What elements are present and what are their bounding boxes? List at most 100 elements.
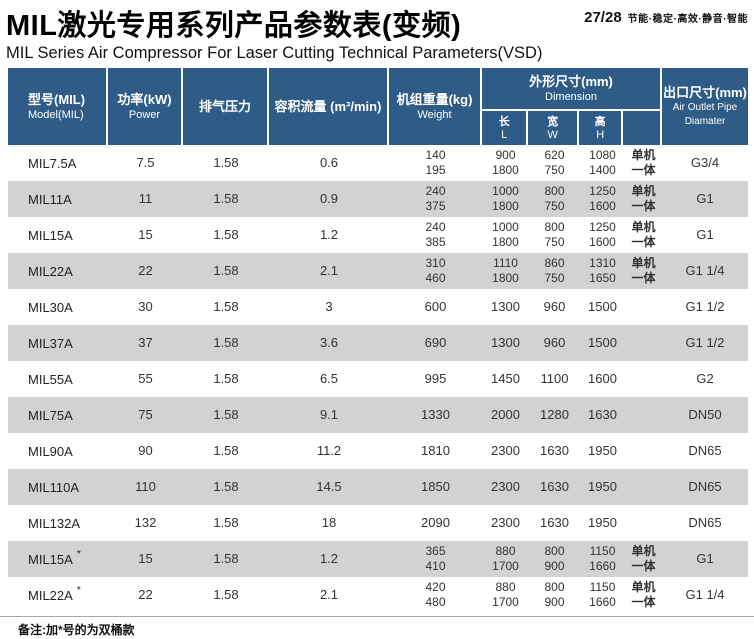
outlet-cell: DN65 (688, 443, 722, 458)
weight-cell: 1330 (421, 407, 450, 422)
weight-cell: 995 (424, 371, 447, 386)
dim-width-cell: 800 750 (544, 184, 565, 213)
dim-height-cell: 1080 1400 (589, 148, 616, 177)
model-cell: MIL30A (28, 299, 73, 315)
unit-type-cell (625, 325, 662, 361)
outlet-cell: DN65 (688, 515, 722, 530)
pressure-cell: 1.58 (213, 587, 239, 602)
header-dimension-en: Dimension (545, 91, 597, 103)
dim-height-cell: 1150 1660 (589, 544, 616, 573)
dim-length-cell: 1300 (491, 335, 520, 350)
header-dim-length: 长 L (482, 111, 529, 145)
outlet-cell: G1 1/4 (685, 587, 725, 602)
table-header-row: 型号(MIL) Model(MIL) 功率(kW) Power 排气压力 容积流… (8, 68, 748, 145)
outlet-cell: DN50 (688, 407, 722, 422)
unit-type-cell: 单机 一体 (631, 256, 656, 285)
dim-width-cell: 1630 (540, 443, 569, 458)
unit-type-cell: 单机 一体 (631, 148, 656, 177)
model-cell: MIL15A * (28, 548, 81, 567)
page-number: 27/28 (584, 9, 622, 26)
power-cell: 55 (138, 371, 153, 386)
table-row: MIL22A 22 1.58 2.1 310 460 1110 1800 860 75… (8, 253, 748, 289)
page-corner: 27/28 节能·稳定·高效·静音·智能 (584, 9, 748, 26)
dim-length-cell: 1450 (491, 371, 520, 386)
dim-length-cell: 2300 (491, 515, 520, 530)
dim-length-cell: 1300 (491, 299, 520, 314)
weight-cell: 310 460 (425, 256, 446, 285)
dim-height-cell: 1500 (588, 335, 617, 350)
table-row: MIL15A 15 1.58 1.2 240 385 1000 1800 800 75… (8, 217, 748, 253)
outlet-cell: G1 (696, 227, 714, 242)
flow-cell: 1.2 (319, 227, 339, 242)
header-pressure: 排气压力 (183, 68, 269, 145)
dim-width-cell: 800 900 (544, 544, 565, 573)
dim-height-cell: 1250 1600 (589, 220, 616, 249)
header-model-cn: 型号(MIL) (28, 92, 86, 107)
page-title: MIL激光专用系列产品参数表(变频) (6, 10, 462, 42)
dim-height-cell: 1150 1660 (589, 580, 616, 609)
header-dim-height: 高 H (579, 111, 624, 145)
table-row: MIL7.5A 7.5 1.58 0.6 140 195 900 1800 620 7… (8, 145, 748, 181)
power-cell: 11 (138, 191, 153, 206)
header-pressure-cn: 排气压力 (198, 99, 251, 114)
weight-cell: 140 195 (425, 148, 446, 177)
outlet-cell: DN65 (688, 479, 722, 494)
header-dimension-subrow: 长 L 宽 W 高 H (482, 111, 660, 145)
header-outlet: 出口尺寸(mm) Air Outlet Pipe Diamater (662, 68, 748, 145)
dim-length-cell: 880 1700 (492, 544, 519, 573)
dim-length-cell: 2300 (491, 479, 520, 494)
flow-cell: 0.6 (319, 155, 339, 170)
dim-width-cell: 620 750 (544, 148, 565, 177)
power-cell: 132 (134, 515, 157, 530)
dim-height-cell: 1950 (588, 443, 617, 458)
model-cell: MIL7.5A (28, 155, 77, 171)
header-outlet-en: Air Outlet Pipe Diamater (672, 102, 738, 127)
header-power-cn: 功率(kW) (117, 92, 172, 107)
dim-length-cell: 880 1700 (492, 580, 519, 609)
model-cell: MIL11A (28, 191, 72, 207)
outlet-cell: G3/4 (690, 155, 720, 170)
dim-length-cell: 1000 1800 (492, 220, 519, 249)
flow-cell: 1.2 (319, 551, 339, 566)
flow-cell: 6.5 (319, 371, 339, 386)
weight-cell: 365 410 (425, 544, 446, 573)
outlet-cell: G1 (696, 551, 714, 566)
header-dimension: 外形尺寸(mm) Dimension (482, 68, 660, 111)
header-dim-width: 宽 W (528, 111, 579, 145)
dim-width-cell: 800 900 (544, 580, 565, 609)
pressure-cell: 1.58 (213, 191, 239, 206)
page-subtitle: MIL Series Air Compressor For Laser Cutt… (6, 44, 543, 62)
unit-type-cell (625, 505, 662, 541)
dim-length-cell: 1110 1800 (492, 256, 519, 285)
model-cell: MIL75A (28, 407, 73, 423)
pressure-cell: 1.58 (213, 299, 239, 314)
power-cell: 22 (138, 587, 153, 602)
outlet-cell: G1 (696, 191, 714, 206)
dim-length-cell: 2000 (491, 407, 520, 422)
brand-tagline: 节能·稳定·高效·静音·智能 (627, 14, 748, 25)
weight-cell: 600 (424, 299, 447, 314)
header-flow: 容积流量 (m³/min) (269, 68, 389, 145)
table-body: MIL7.5A 7.5 1.58 0.6 140 195 900 1800 620 7… (8, 145, 748, 613)
pressure-cell: 1.58 (213, 155, 239, 170)
model-cell: MIL110A (28, 479, 80, 495)
model-cell: MIL132A (28, 515, 81, 531)
weight-cell: 690 (424, 335, 447, 350)
flow-cell: 14.5 (316, 479, 342, 494)
dim-height-cell: 1600 (588, 371, 617, 386)
dim-width-cell: 1280 (540, 407, 569, 422)
dim-width-cell: 960 (543, 299, 566, 314)
flow-cell: 9.1 (319, 407, 339, 422)
footnote: 备注:加*号的为双桶款 (18, 623, 135, 637)
dim-height-cell: 1310 1650 (589, 256, 616, 285)
table-row: MIL15A * 15 1.58 1.2 365 410 880 1700 800 90… (8, 541, 748, 577)
flow-cell: 2.1 (319, 263, 339, 278)
weight-cell: 1810 (421, 443, 450, 458)
power-cell: 15 (138, 227, 153, 242)
unit-type-cell: 单机 一体 (631, 220, 656, 249)
header-model: 型号(MIL) Model(MIL) (8, 68, 108, 145)
header-dimension-cn: 外形尺寸(mm) (529, 74, 613, 89)
table-row: MIL11A 11 1.58 0.9 240 375 1000 1800 800 75… (8, 181, 748, 217)
weight-cell: 1850 (421, 479, 450, 494)
pressure-cell: 1.58 (213, 443, 239, 458)
